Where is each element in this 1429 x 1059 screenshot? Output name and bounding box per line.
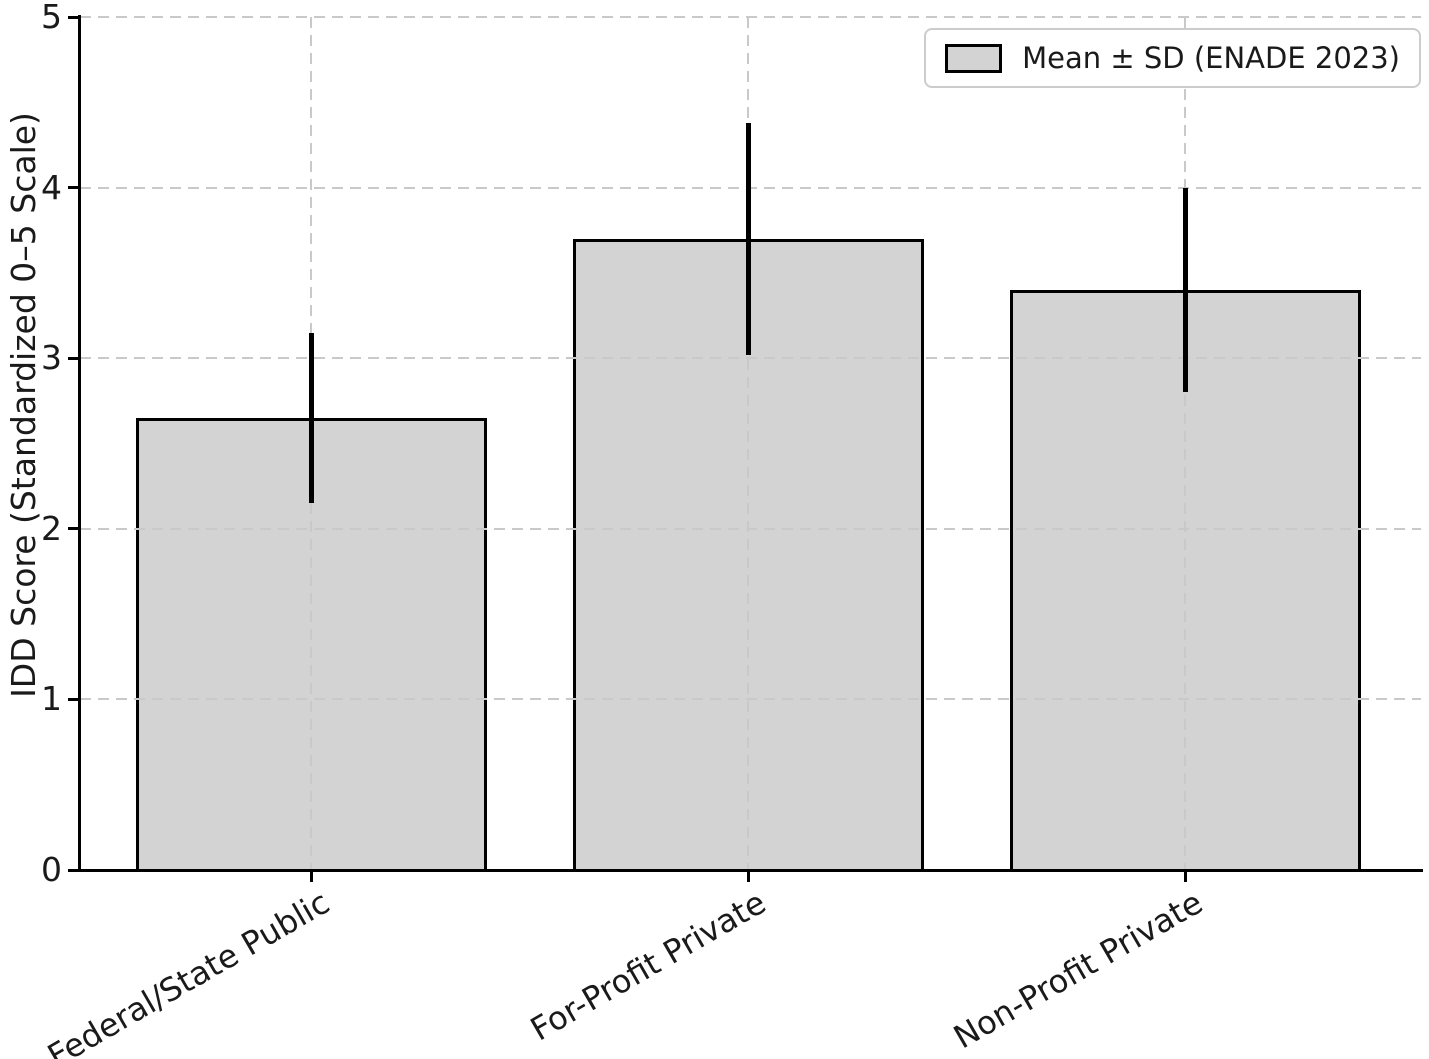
- y-tick-label-3: 3: [41, 338, 62, 378]
- legend: Mean ± SD (ENADE 2023): [924, 28, 1421, 88]
- y-tick-label-2: 2: [41, 508, 62, 548]
- errorbar-non-profit-private: [1182, 187, 1188, 393]
- x-tick-label-non-profit-private: Non-Profit Private: [947, 883, 1210, 1057]
- y-tick-4: [68, 186, 78, 190]
- y-tick-5: [68, 15, 78, 19]
- y-tick-1: [68, 697, 78, 701]
- gridline-horizontal-4: [80, 186, 1421, 189]
- gridline-vertical-1: [747, 17, 749, 870]
- x-tick-2: [1183, 872, 1187, 882]
- y-tick-label-5: 5: [41, 0, 62, 36]
- x-tick-1: [746, 872, 750, 882]
- x-tick-0: [309, 872, 313, 882]
- x-tick-label-for-profit-private: For-Profit Private: [524, 883, 773, 1049]
- errorbar-federal-state-public: [308, 332, 314, 504]
- gridline-vertical-2: [1184, 17, 1186, 870]
- y-tick-0: [68, 868, 78, 872]
- y-tick-label-4: 4: [41, 167, 62, 207]
- gridline-horizontal-1: [80, 698, 1421, 701]
- legend-label: Mean ± SD (ENADE 2023): [1022, 41, 1400, 75]
- y-tick-3: [68, 356, 78, 360]
- y-tick-label-0: 0: [41, 850, 62, 889]
- y-axis-spine: [78, 15, 81, 872]
- y-tick-label-1: 1: [41, 679, 62, 719]
- gridline-horizontal-5: [80, 16, 1421, 18]
- errorbar-for-profit-private: [745, 122, 751, 355]
- legend-swatch-icon: [945, 43, 1003, 73]
- x-tick-label-federal-state-public: Federal/State Public: [40, 883, 336, 1059]
- gridline-horizontal-2: [80, 527, 1421, 530]
- gridline-horizontal-3: [80, 357, 1421, 360]
- y-tick-2: [68, 527, 78, 531]
- x-axis-spine: [78, 869, 1423, 872]
- plot-area: [80, 16, 1421, 870]
